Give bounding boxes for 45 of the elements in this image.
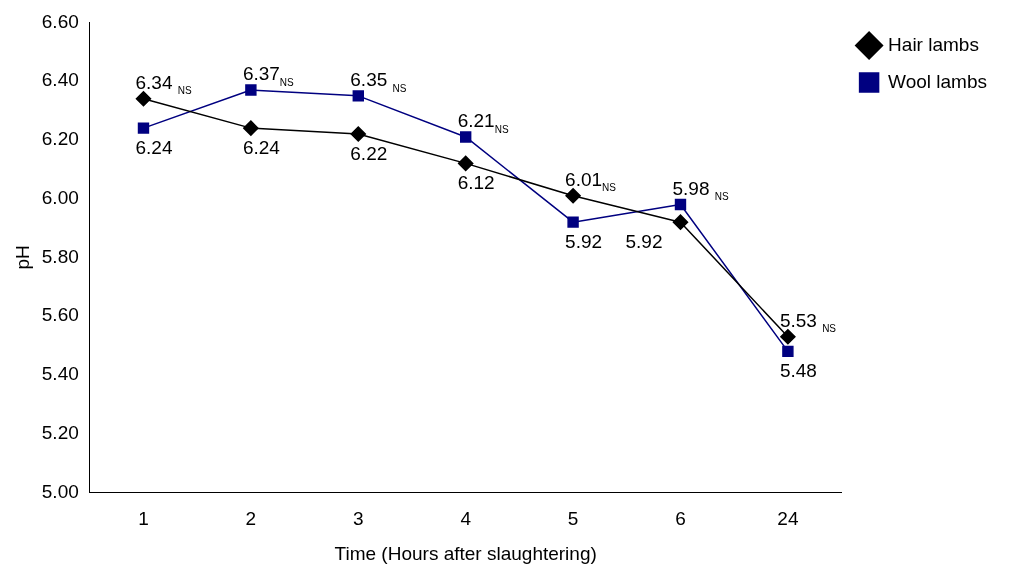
y-tick-label: 5.80 [41,245,79,267]
data-label: 5.92 [625,231,663,253]
data-label: 5.53 NS [779,309,837,335]
y-tick-label: 6.00 [41,186,79,208]
y-tick-label: 6.20 [41,128,79,150]
x-tick-label: 1 [138,508,149,530]
point [780,328,796,345]
point [243,120,259,136]
point [135,91,152,107]
point [672,214,689,230]
x-tick-label: 6 [675,508,686,530]
point [565,187,581,204]
data-label: 6.35 NS [350,68,407,94]
x-tick-label: 24 [777,508,799,530]
y-tick-label: 5.00 [41,480,79,502]
data-label: 5.98 NS [672,177,729,203]
y-tick-label: 5.60 [41,304,79,326]
data-label: 6.24 [242,137,281,159]
point [782,345,794,358]
point [137,122,150,134]
data-label: 6.34 NS [135,71,192,97]
y-tick-label: 6.40 [41,69,79,91]
x-tick-label: 4 [460,508,472,530]
x-tick-label: 5 [567,508,579,530]
point [352,90,364,102]
point [459,131,472,143]
y-axis-title: pH [11,245,33,270]
x-tick-label: 3 [353,508,364,530]
y-tick-label: 5.40 [41,363,79,385]
data-label: 6.24 [135,137,173,159]
x-axis-title: Time (Hours after slaughtering) [334,542,597,564]
legend-label: Wool lambs [888,70,987,92]
data-label: 5.48 [779,360,817,382]
point [457,155,474,172]
data-label: 5.92 [565,231,603,253]
point [567,216,579,228]
point [350,126,367,142]
point [674,198,687,211]
legend-label: Hair lambs [888,33,979,55]
data-label: 6.12 [457,172,495,194]
x-tick-label: 2 [245,508,257,530]
y-tick-label: 5.20 [41,421,79,443]
point [245,84,257,96]
y-tick-label: 6.60 [41,10,79,32]
data-label: 6.22 [350,143,388,165]
